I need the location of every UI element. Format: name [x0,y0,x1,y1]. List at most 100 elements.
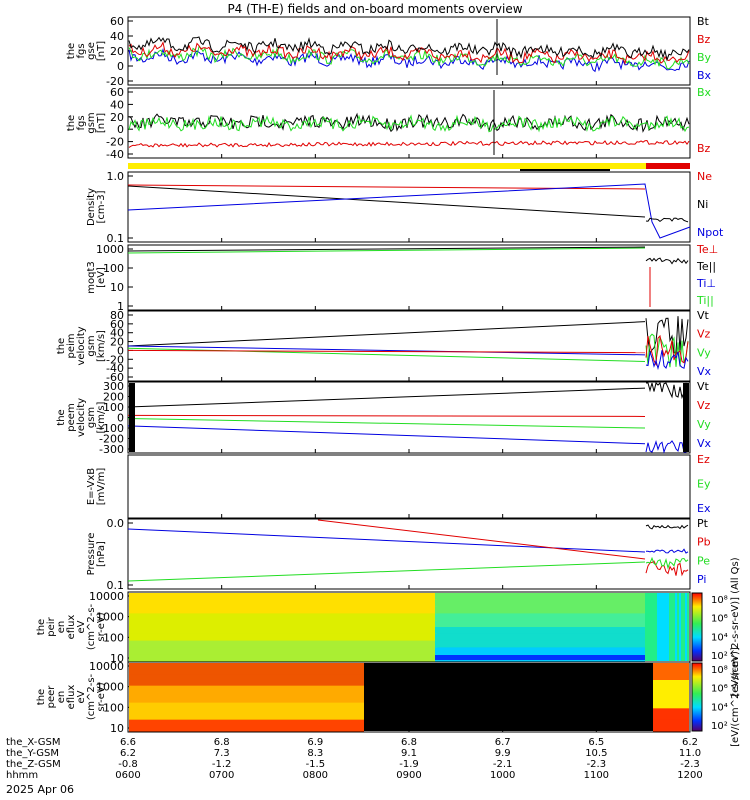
series-#e00000 [128,41,690,65]
heatmap-cell [653,685,689,692]
xaxis-row-label: the_X-GSM [6,737,60,748]
ylabel: velocity [76,398,87,437]
legend-Vy: Vy [697,418,711,431]
ytick-label: 100 [103,701,124,714]
heatmap-cell [129,668,364,675]
legend-Vy: Vy [697,346,711,359]
heatmap-cell [435,620,645,628]
flag-bar-black [520,169,610,171]
heatmap-cell [685,593,687,661]
ylabel: the [66,43,77,59]
heatmap-cell [653,708,689,715]
flag-bar-yellow [128,163,646,169]
heatmap-cell [129,663,364,670]
ytick-label: -40 [106,362,124,375]
series-pb [317,519,646,560]
legend-Vx: Vx [697,365,712,378]
series-#000000 [128,36,690,62]
series-vx [127,345,646,356]
ylabel: Pressure [86,533,97,576]
ylabel: [nPa] [96,541,107,567]
xaxis-value: 1000 [490,770,515,781]
heatmap-gap [364,663,653,731]
xaxis-value: -0.8 [118,759,138,770]
xaxis-row-label: the_Y-GSM [6,748,59,759]
heatmap-cell [653,702,689,709]
heatmap-cell [653,714,689,721]
heatmap-cell [435,627,645,635]
colorbar-ion-label: [eV/(cm^2-s-sr-eV)] (All Qs) [730,557,741,696]
heatmap-cell [129,680,364,687]
legend-Bx: Bx [697,86,712,99]
series-bt [128,112,690,133]
series-vt [127,387,646,408]
series-vz [127,349,646,354]
colorbar-electron-tick: 10⁶ [711,684,728,695]
edge-right [683,383,689,452]
series-te-tail [645,257,689,265]
series-pe-tail [645,556,689,570]
heatmap-cell [653,725,689,732]
ytick-label: 60 [110,86,124,99]
heatmap-cell [129,725,364,732]
ylabel: the [66,115,77,131]
heatmap-cell [435,593,645,601]
legend-Vt: Vt [697,309,710,322]
heatmap-cell [129,647,437,655]
heatmap-cell [653,674,689,681]
series-vt-tail [645,316,689,355]
series-vy-tail [645,333,689,368]
legend-Bz: Bz [697,142,711,155]
panel-frame [127,171,691,243]
xaxis-value: 11.0 [679,748,701,759]
heatmap-cell [645,593,647,661]
series-bz [128,139,690,148]
xaxis-value: 6.8 [401,737,417,748]
heatmap-cell [435,599,645,608]
heatmap-cell [679,593,681,661]
ytick-label: 100 [103,401,124,414]
ylabel: peer [46,685,57,709]
ylabel: eV [76,690,87,703]
xaxis-value: 1200 [677,770,702,781]
ylabel: [nT] [96,113,107,133]
ylabel: sr-eV) [96,612,107,641]
heatmap-cell [129,613,437,621]
ytick-label: 20 [110,45,124,58]
series-vx [127,425,646,445]
series-ni [127,185,646,218]
xaxis-row-label: the_Z-GSM [6,759,61,770]
panel-frame [127,454,691,519]
heatmap-cell [653,697,689,704]
panel-frame [127,244,691,311]
ytick-label: 10 [110,652,124,665]
colorbar-ion-tick: 10⁴ [711,632,728,643]
colorbar-ion-tick: 10² [711,651,728,662]
heatmap-cell [665,593,667,661]
colorbar-electron-tick: 10⁸ [711,665,728,676]
heatmap-cell [671,593,673,661]
legend-Bt: Bt [697,15,710,28]
ylabel: en [56,691,67,704]
heatmap-cell [653,719,689,726]
series-#22dd22 [128,45,690,70]
ylabel: sr-eV) [96,682,107,711]
series-vz-tail [645,334,689,367]
heatmap-electron [129,663,689,732]
ylabel: the [56,409,67,425]
ylabel: peir [46,616,57,636]
ytick-label: 300 [103,380,124,393]
series-pi-tail [646,548,689,554]
series-pe [127,561,646,582]
xaxis-value: -2.3 [680,759,700,770]
heatmap-cell [653,691,689,698]
ytick-label: 10000 [89,660,124,673]
xaxis-value: 6.9 [307,737,323,748]
panel-frame [127,310,691,382]
heatmap-cell [667,593,669,661]
ylabel: gse [86,42,97,60]
series-bx [128,114,690,133]
series-vt-tail [646,382,689,400]
ylabel: fgs [76,115,87,130]
ylabel: eflux [66,615,77,640]
